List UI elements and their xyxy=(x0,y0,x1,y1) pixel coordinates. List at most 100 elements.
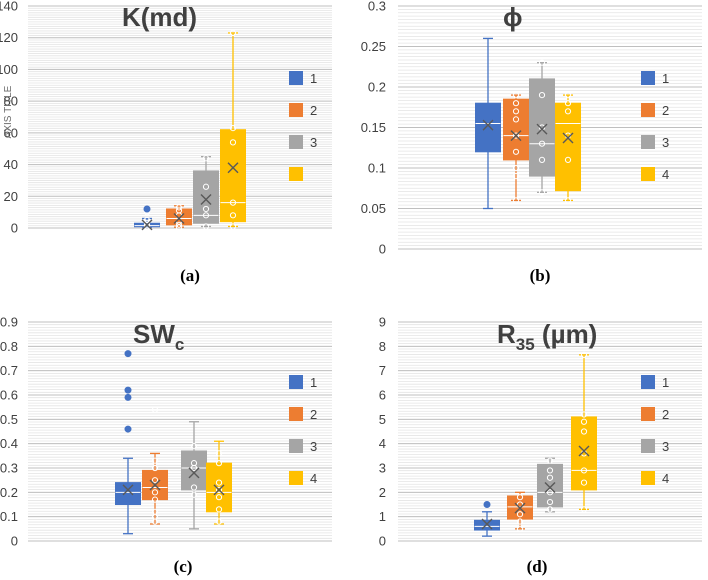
legend-label: 2 xyxy=(310,407,317,422)
data-point xyxy=(151,508,159,515)
box xyxy=(529,78,555,177)
outlier-point xyxy=(124,386,132,394)
data-point xyxy=(202,155,210,162)
data-point xyxy=(580,418,588,425)
y-tick-label: 120 xyxy=(0,30,18,45)
outlier-point xyxy=(124,393,132,401)
legend-label: 3 xyxy=(662,439,669,454)
data-point xyxy=(580,411,588,418)
data-point xyxy=(512,148,520,155)
y-tick-label: 6 xyxy=(379,388,386,403)
legend-swatch xyxy=(641,71,655,85)
box xyxy=(503,98,529,161)
legend-label: 2 xyxy=(662,407,669,422)
data-point xyxy=(516,518,524,525)
y-tick-label: 0 xyxy=(379,242,386,257)
chart-title: SWc xyxy=(133,319,184,354)
data-point xyxy=(215,518,223,525)
mean-marker xyxy=(227,162,239,174)
y-tick-label: 0.3 xyxy=(0,461,18,476)
data-point xyxy=(564,197,572,204)
y-tick-label: 0.7 xyxy=(0,363,18,378)
panel-caption: (b) xyxy=(530,266,551,285)
data-point xyxy=(215,494,223,501)
y-tick-label: 0.4 xyxy=(0,436,18,451)
y-tick-label: 4 xyxy=(379,436,386,451)
data-point xyxy=(151,457,159,464)
legend-swatch xyxy=(641,103,655,117)
outlier-point xyxy=(124,425,132,433)
panel-caption: (c) xyxy=(174,557,193,576)
y-tick-label: 0.2 xyxy=(368,80,386,95)
chart-panel-3: 0 0.1 0.2 0.3 0.4 0.5 0.6 0.7 0.8 0.9 SWc 1 2 3 4 (c) xyxy=(0,315,332,576)
y-tick-label: 100 xyxy=(0,62,18,77)
data-point xyxy=(516,511,524,518)
box-series-4 xyxy=(571,351,597,513)
legend-swatch xyxy=(641,439,655,453)
y-tick-label: 0.25 xyxy=(361,39,386,54)
box-series-3 xyxy=(529,59,555,196)
legend-label: 1 xyxy=(310,71,317,86)
data-point xyxy=(202,183,210,190)
data-point xyxy=(546,457,554,464)
outlier-point xyxy=(124,350,132,358)
data-point xyxy=(175,207,183,214)
chart-panel-1: 0 20 40 60 80 100 120 140 AXIS TITLE K(md) 1 2 3 (a) xyxy=(0,0,332,285)
box-series-2 xyxy=(503,92,529,204)
data-point xyxy=(175,204,183,211)
y-tick-label: 0.6 xyxy=(0,388,18,403)
box-series-1 xyxy=(134,205,160,231)
legend-swatch xyxy=(289,135,303,149)
data-point xyxy=(538,189,546,196)
box xyxy=(475,102,501,153)
data-point xyxy=(229,139,237,146)
data-point xyxy=(512,132,520,139)
box xyxy=(193,170,219,224)
legend-label: 1 xyxy=(310,375,317,390)
data-point xyxy=(512,173,520,180)
data-point xyxy=(546,474,554,481)
data-point xyxy=(190,491,198,498)
y-tick-label: 0.1 xyxy=(368,161,386,176)
data-point xyxy=(143,216,151,224)
panel-caption: (d) xyxy=(527,557,548,576)
y-tick-label: 0.5 xyxy=(0,412,18,427)
data-point xyxy=(143,220,151,227)
legend-swatch xyxy=(289,71,303,85)
data-point xyxy=(512,116,520,123)
mean-marker xyxy=(482,119,494,131)
data-point xyxy=(190,443,198,450)
mean-marker xyxy=(481,518,493,530)
y-tick-label: 0.1 xyxy=(0,509,18,524)
mean-marker xyxy=(149,479,161,491)
chart-title: R35 (µm) xyxy=(497,319,597,354)
data-point xyxy=(190,484,198,491)
legend-label: 1 xyxy=(662,71,669,86)
chart-title: ϕ xyxy=(503,2,523,32)
data-point xyxy=(546,498,554,506)
data-point xyxy=(202,212,210,219)
mean-marker xyxy=(213,484,225,496)
legend-label: 4 xyxy=(310,471,317,486)
data-point xyxy=(202,205,210,213)
data-point xyxy=(546,506,554,513)
mean-marker xyxy=(200,193,212,205)
y-tick-label: 0.8 xyxy=(0,339,18,354)
outlier-point xyxy=(483,501,491,508)
y-tick-label: 60 xyxy=(4,125,18,140)
box-series-1 xyxy=(115,350,141,535)
data-point xyxy=(512,92,520,99)
legend-label: 3 xyxy=(662,135,669,150)
box-series-3 xyxy=(181,421,207,530)
y-tick-label: 40 xyxy=(4,157,18,172)
box xyxy=(555,102,581,192)
legend-label: 1 xyxy=(662,375,669,390)
data-point xyxy=(580,428,588,435)
y-tick-label: 20 xyxy=(4,189,18,204)
y-tick-label: 80 xyxy=(4,94,18,109)
data-point xyxy=(580,479,588,486)
data-point xyxy=(215,479,223,486)
data-point xyxy=(215,460,223,467)
box-series-1 xyxy=(475,37,501,210)
